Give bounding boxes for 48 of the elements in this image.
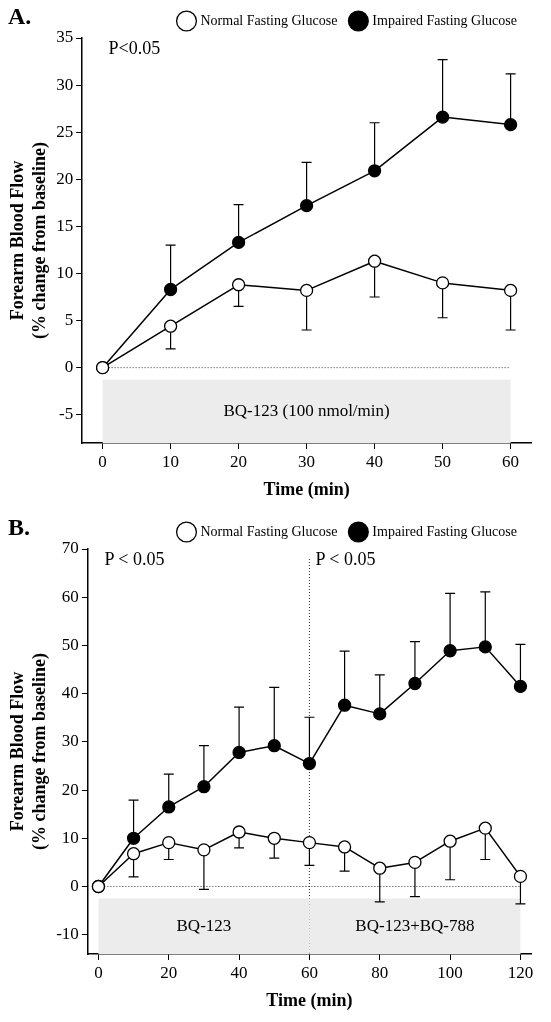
x-tick-label: 40 xyxy=(230,962,248,982)
chart-title: A. xyxy=(8,3,32,30)
x-tick-label: 80 xyxy=(371,962,389,982)
y-axis-title: Forearm Blood Flow (% change from baseline) xyxy=(7,652,51,851)
chart-title: B. xyxy=(8,514,31,541)
y-tick-label: 40 xyxy=(61,683,79,703)
legend-label: Normal Fasting Glucose xyxy=(200,12,338,28)
x-tick-label: 20 xyxy=(230,451,248,471)
y-tick-label: 35 xyxy=(56,27,74,47)
y-axis-title: Forearm Blood Flow (% change from baseline) xyxy=(7,141,51,340)
x-tick-label: 40 xyxy=(366,451,384,471)
x-axis-title: Time (min) xyxy=(266,989,353,1011)
y-tick-label: 10 xyxy=(61,827,79,847)
x-tick-label: 50 xyxy=(434,451,452,471)
x-tick-label: 120 xyxy=(507,962,534,982)
band-label: BQ-123 (100 nmol/min) xyxy=(223,400,390,420)
x-axis-title: Time (min) xyxy=(263,478,350,500)
y-tick-label: 50 xyxy=(61,634,79,654)
legend-label: Impaired Fasting Glucose xyxy=(372,12,518,28)
legend-label: Impaired Fasting Glucose xyxy=(372,523,518,539)
band-label: BQ-123 xyxy=(176,915,232,935)
y-tick-label: 30 xyxy=(56,74,74,94)
y-tick-label: 25 xyxy=(56,121,74,141)
x-tick-label: 0 xyxy=(98,451,107,471)
x-tick-label: 30 xyxy=(298,451,316,471)
annotation: P<0.05 xyxy=(108,37,161,58)
x-tick-label: 100 xyxy=(437,962,463,982)
annotation: P < 0.05 xyxy=(104,548,165,569)
x-tick-label: 0 xyxy=(94,962,103,982)
legend-label: Normal Fasting Glucose xyxy=(200,523,338,539)
y-tick-label: 20 xyxy=(61,779,79,799)
y-tick-label: 30 xyxy=(61,731,79,751)
y-tick-label: -10 xyxy=(56,924,79,944)
y-tick-label: 15 xyxy=(56,215,74,235)
x-tick-label: 10 xyxy=(162,451,180,471)
y-tick-label: 0 xyxy=(64,357,74,377)
y-tick-label: 0 xyxy=(70,875,79,895)
y-tick-label: -5 xyxy=(59,404,74,424)
y-tick-label: 20 xyxy=(56,168,74,188)
y-tick-label: 10 xyxy=(56,262,74,282)
x-tick-label: 60 xyxy=(300,962,318,982)
x-tick-label: 60 xyxy=(502,451,520,471)
y-tick-label: 70 xyxy=(61,538,79,558)
annotation: P < 0.05 xyxy=(315,548,376,569)
x-tick-label: 20 xyxy=(160,962,178,982)
y-tick-label: 5 xyxy=(64,310,74,330)
y-tick-label: 60 xyxy=(61,586,79,606)
band-label: BQ-123+BQ-788 xyxy=(355,915,475,935)
